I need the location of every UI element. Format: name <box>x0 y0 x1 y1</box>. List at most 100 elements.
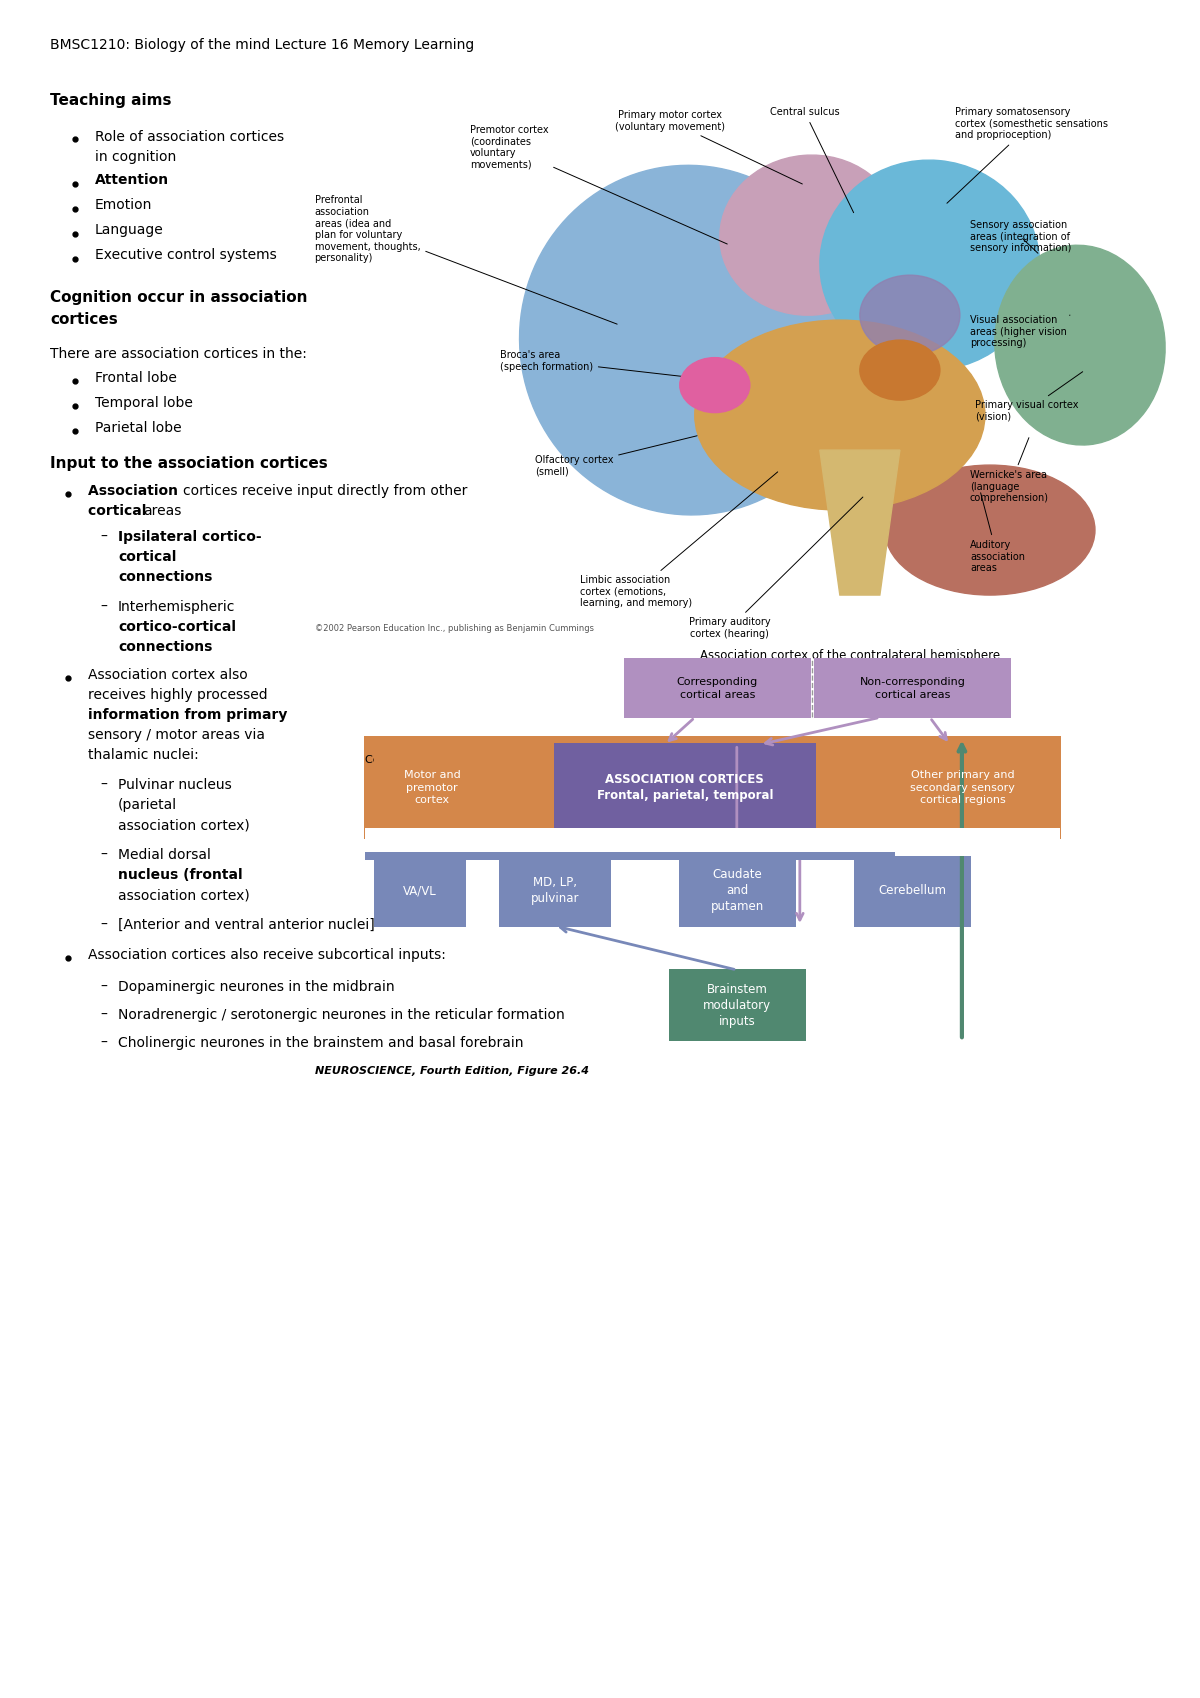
Ellipse shape <box>720 155 900 316</box>
Text: areas: areas <box>143 504 181 518</box>
Text: –: – <box>100 599 107 615</box>
Text: Visual association
areas (higher vision
processing): Visual association areas (higher vision … <box>970 316 1070 348</box>
Text: Sensory association
areas (integration of
sensory information): Sensory association areas (integration o… <box>970 221 1072 253</box>
Text: Auditory
association
areas: Auditory association areas <box>970 492 1025 574</box>
Text: Thalamus: Thalamus <box>510 837 564 847</box>
Text: Pulvinar nucleus: Pulvinar nucleus <box>118 778 232 791</box>
FancyBboxPatch shape <box>668 970 806 1041</box>
FancyBboxPatch shape <box>679 854 796 927</box>
FancyBboxPatch shape <box>373 854 466 927</box>
Text: Ipsilateral cortico-: Ipsilateral cortico- <box>118 530 262 543</box>
Text: Cholinergic neurones in the brainstem and basal forebrain: Cholinergic neurones in the brainstem an… <box>118 1036 523 1049</box>
Text: Noradrenergic / serotonergic neurones in the reticular formation: Noradrenergic / serotonergic neurones in… <box>118 1009 565 1022</box>
Text: association cortex): association cortex) <box>118 818 250 832</box>
Text: receives highly processed: receives highly processed <box>88 688 268 701</box>
Text: Brainstem
modulatory
inputs: Brainstem modulatory inputs <box>703 983 772 1027</box>
Text: Wernicke's area
(language
comprehension): Wernicke's area (language comprehension) <box>970 438 1049 503</box>
Ellipse shape <box>679 358 750 413</box>
FancyBboxPatch shape <box>553 744 816 832</box>
Ellipse shape <box>860 275 960 355</box>
Ellipse shape <box>820 160 1040 370</box>
Text: information from primary: information from primary <box>88 708 287 722</box>
Text: VA/VL: VA/VL <box>403 885 437 897</box>
Text: Parietal lobe: Parietal lobe <box>95 421 181 435</box>
Text: Primary somatosensory
cortex (somesthetic sensations
and proprioception): Primary somatosensory cortex (somestheti… <box>947 107 1108 204</box>
FancyBboxPatch shape <box>364 737 1061 839</box>
Ellipse shape <box>520 165 860 514</box>
Text: thalamic nuclei:: thalamic nuclei: <box>88 749 199 762</box>
Text: cortical: cortical <box>118 550 176 564</box>
Text: Temporal lobe: Temporal lobe <box>95 396 193 409</box>
Text: Primary motor cortex
(voluntary movement): Primary motor cortex (voluntary movement… <box>614 110 803 183</box>
Text: MD, LP,
pulvinar: MD, LP, pulvinar <box>530 876 578 905</box>
Text: BMSC1210: Biology of the mind Lecture 16 Memory Learning: BMSC1210: Biology of the mind Lecture 16… <box>50 37 474 53</box>
Text: Olfactory cortex
(smell): Olfactory cortex (smell) <box>535 436 697 477</box>
Text: Other primary and
secondary sensory
cortical regions: Other primary and secondary sensory cort… <box>910 771 1015 805</box>
Text: cortices: cortices <box>50 312 118 328</box>
FancyBboxPatch shape <box>373 749 491 827</box>
Text: Teaching aims: Teaching aims <box>50 93 172 109</box>
Text: Interhemispheric: Interhemispheric <box>118 599 235 615</box>
Text: –: – <box>100 530 107 543</box>
Text: –: – <box>100 1009 107 1022</box>
Text: Attention: Attention <box>95 173 169 187</box>
FancyBboxPatch shape <box>624 659 811 718</box>
Text: –: – <box>100 980 107 993</box>
Text: Association cortex also: Association cortex also <box>88 667 247 683</box>
Ellipse shape <box>860 340 940 401</box>
Text: Association cortex of the contralateral hemisphere: Association cortex of the contralateral … <box>700 649 1000 662</box>
Ellipse shape <box>695 321 985 509</box>
Text: NEUROSCIENCE, Fourth Edition, Figure 26.4: NEUROSCIENCE, Fourth Edition, Figure 26.… <box>314 1066 589 1077</box>
Text: Executive control systems: Executive control systems <box>95 248 277 261</box>
Text: Cognition occur in association: Cognition occur in association <box>50 290 307 306</box>
FancyBboxPatch shape <box>365 852 895 859</box>
Text: –: – <box>100 919 107 932</box>
Text: Prefrontal
association
areas (idea and
plan for voluntary
movement, thoughts,
pe: Prefrontal association areas (idea and p… <box>314 195 617 324</box>
Text: Premotor cortex
(coordinates
voluntary
movements): Premotor cortex (coordinates voluntary m… <box>469 126 727 245</box>
Ellipse shape <box>884 465 1094 594</box>
Text: Corresponding
cortical areas: Corresponding cortical areas <box>677 678 758 700</box>
Text: nucleus (frontal: nucleus (frontal <box>118 868 242 881</box>
Text: Limbic association
cortex (emotions,
learning, and memory): Limbic association cortex (emotions, lea… <box>580 472 778 608</box>
Text: Input to the association cortices: Input to the association cortices <box>50 457 328 470</box>
Text: There are association cortices in the:: There are association cortices in the: <box>50 346 307 362</box>
Text: association cortex): association cortex) <box>118 888 250 902</box>
FancyBboxPatch shape <box>814 659 1010 718</box>
FancyBboxPatch shape <box>499 854 611 927</box>
Text: Cerebral cortex: Cerebral cortex <box>365 756 451 766</box>
Text: –: – <box>100 778 107 791</box>
Text: cortical: cortical <box>88 504 151 518</box>
Ellipse shape <box>995 245 1165 445</box>
Text: –: – <box>100 847 107 863</box>
Text: cortico-cortical: cortico-cortical <box>118 620 236 633</box>
Text: Caudate
and
putamen: Caudate and putamen <box>710 868 764 914</box>
Text: Role of association cortices: Role of association cortices <box>95 131 284 144</box>
Text: Primary visual cortex
(vision): Primary visual cortex (vision) <box>974 372 1082 421</box>
Text: ©2002 Pearson Education Inc., publishing as Benjamin Cummings: ©2002 Pearson Education Inc., publishing… <box>314 625 594 633</box>
Text: [Anterior and ventral anterior nuclei]: [Anterior and ventral anterior nuclei] <box>118 919 374 932</box>
Text: Language: Language <box>95 222 163 238</box>
Text: Broca's area
(speech formation): Broca's area (speech formation) <box>499 350 712 380</box>
Text: connections: connections <box>118 571 212 584</box>
Text: Central sulcus: Central sulcus <box>770 107 853 212</box>
Text: connections: connections <box>118 640 212 654</box>
Text: Non-corresponding
cortical areas: Non-corresponding cortical areas <box>859 678 965 700</box>
Text: Dopaminergic neurones in the midbrain: Dopaminergic neurones in the midbrain <box>118 980 395 993</box>
FancyBboxPatch shape <box>365 827 1060 856</box>
Text: cortices receive input directly from other: cortices receive input directly from oth… <box>182 484 472 498</box>
Text: Motor and
premotor
cortex: Motor and premotor cortex <box>403 771 461 805</box>
Text: Frontal lobe: Frontal lobe <box>95 370 176 385</box>
Text: Association: Association <box>88 484 182 498</box>
Text: Cerebellum: Cerebellum <box>878 885 947 897</box>
Text: –: – <box>100 1036 107 1049</box>
Text: in cognition: in cognition <box>95 149 176 165</box>
Text: (parietal: (parietal <box>118 798 178 812</box>
Text: sensory / motor areas via: sensory / motor areas via <box>88 728 265 742</box>
Polygon shape <box>820 450 900 594</box>
Text: Primary auditory
cortex (hearing): Primary auditory cortex (hearing) <box>689 498 863 638</box>
Text: ASSOCIATION CORTICES
Frontal, parietal, temporal: ASSOCIATION CORTICES Frontal, parietal, … <box>596 773 773 801</box>
Text: Emotion: Emotion <box>95 199 152 212</box>
FancyBboxPatch shape <box>854 854 971 927</box>
FancyBboxPatch shape <box>874 749 1051 827</box>
Text: Medial dorsal: Medial dorsal <box>118 847 211 863</box>
